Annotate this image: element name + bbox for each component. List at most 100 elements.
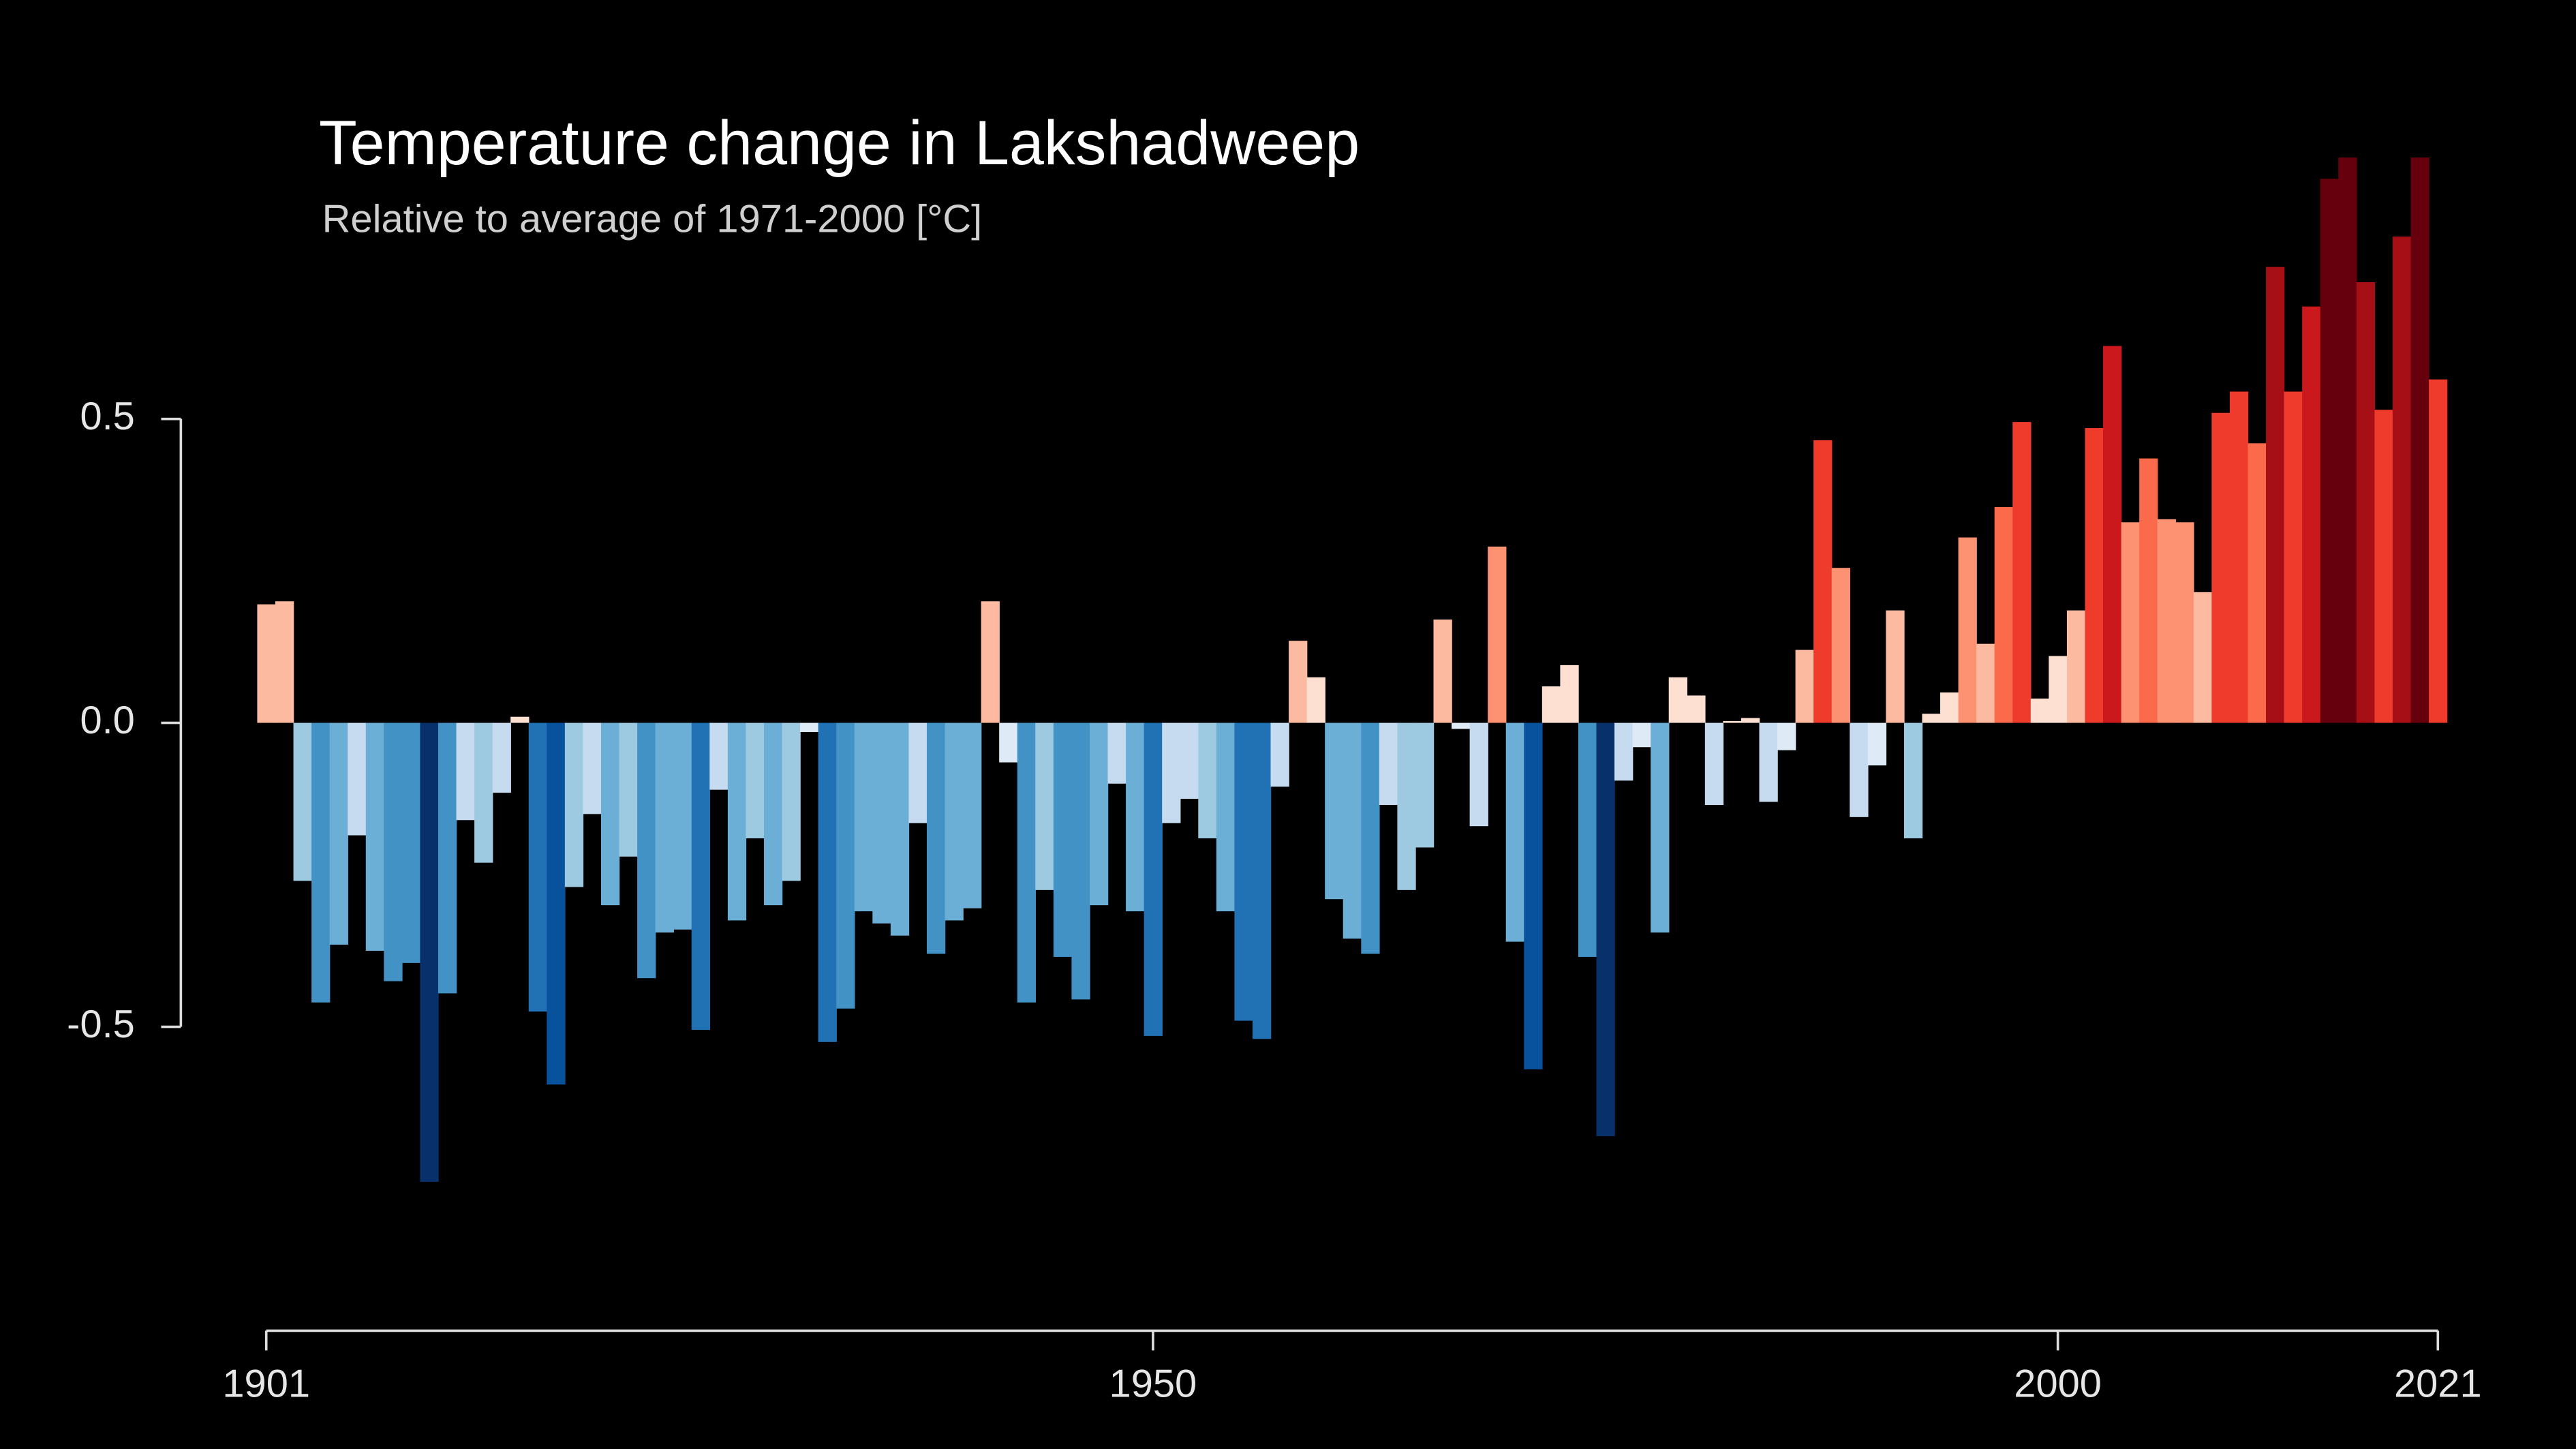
- bar: [2157, 519, 2176, 723]
- bar: [456, 722, 475, 821]
- bar: [746, 722, 765, 839]
- bar: [800, 722, 819, 732]
- bar: [2121, 522, 2140, 723]
- bar: [1433, 619, 1452, 723]
- bar: [981, 601, 1000, 723]
- bar: [2049, 656, 2068, 723]
- bar: [1180, 722, 1199, 799]
- bar: [1270, 722, 1289, 787]
- bar: [311, 722, 331, 1003]
- bar: [763, 722, 783, 906]
- y-tick-label: 0.5: [80, 395, 134, 438]
- bar: [926, 722, 946, 954]
- bar: [1687, 695, 1706, 723]
- bar: [2429, 379, 2448, 723]
- bar: [1560, 665, 1579, 723]
- bar: [1723, 720, 1742, 723]
- bar: [1741, 718, 1760, 723]
- bar: [1759, 722, 1778, 802]
- bar: [1542, 686, 1561, 723]
- bar: [1922, 714, 1941, 723]
- bar: [2338, 157, 2357, 723]
- bar: [1886, 610, 1905, 723]
- bar: [2356, 281, 2376, 723]
- bar: [818, 722, 837, 1042]
- bar: [1704, 722, 1724, 805]
- bar: [2320, 179, 2339, 723]
- bar: [528, 722, 548, 1012]
- bar: [1198, 722, 1217, 839]
- bar: [1162, 722, 1181, 823]
- bar: [1940, 692, 1959, 723]
- bar: [709, 722, 729, 790]
- bar: [1850, 722, 1869, 817]
- bar: [564, 722, 584, 887]
- bar: [1505, 722, 1525, 942]
- bar: [2175, 522, 2194, 723]
- bar: [492, 722, 511, 793]
- bar: [257, 604, 276, 723]
- bar: [438, 722, 457, 994]
- bar: [2229, 391, 2249, 723]
- bar: [945, 722, 964, 921]
- bar: [2302, 306, 2321, 723]
- bar: [2085, 428, 2104, 723]
- bar: [1252, 722, 1272, 1039]
- bar: [836, 722, 855, 1009]
- bar: [1343, 722, 1362, 939]
- bar: [2374, 410, 2393, 723]
- bar: [1903, 722, 1923, 839]
- bar: [963, 722, 982, 909]
- bar: [673, 722, 692, 930]
- bar: [1126, 722, 1145, 912]
- bar: [1017, 722, 1037, 1003]
- bar: [2211, 412, 2230, 723]
- bar: [583, 722, 602, 814]
- bar: [275, 601, 294, 723]
- bar: [1325, 722, 1344, 900]
- y-tick-label: 0.0: [80, 699, 134, 742]
- bar: [890, 722, 910, 936]
- bar: [1289, 641, 1308, 723]
- bar: [1361, 722, 1380, 954]
- bar: [655, 722, 674, 933]
- bar: [1469, 722, 1488, 827]
- bar: [2193, 592, 2213, 723]
- bar: [782, 722, 801, 881]
- bar: [1415, 722, 1435, 848]
- bar: [1614, 722, 1634, 781]
- bar: [348, 722, 367, 836]
- x-tick-label: 2021: [2394, 1362, 2482, 1406]
- bar: [1035, 722, 1054, 890]
- bar: [1651, 722, 1670, 933]
- bar: [908, 722, 927, 823]
- bar: [510, 716, 530, 723]
- bar: [1668, 677, 1687, 723]
- bar: [2248, 443, 2267, 723]
- chart-subtitle: Relative to average of 1971-2000 [°C]: [322, 198, 983, 241]
- bar: [1306, 677, 1325, 723]
- x-tick-label: 2000: [2014, 1362, 2102, 1406]
- bar: [401, 722, 421, 963]
- bar: [1795, 650, 1814, 723]
- bar: [1107, 722, 1126, 784]
- bar: [1578, 722, 1597, 957]
- x-tick-label: 1901: [222, 1362, 310, 1406]
- bar: [293, 722, 312, 881]
- bar: [1397, 722, 1416, 890]
- bar: [1488, 546, 1507, 723]
- bar: [1234, 722, 1253, 1021]
- chart-title: Temperature change in Lakshadweep: [319, 108, 1360, 178]
- bar: [1813, 440, 1833, 723]
- bar: [1089, 722, 1109, 906]
- bar: [474, 722, 493, 863]
- bar: [1379, 722, 1398, 805]
- bar: [384, 722, 403, 981]
- bar: [1053, 722, 1073, 957]
- bar: [1958, 537, 1977, 723]
- bar: [1144, 722, 1163, 1036]
- y-tick-label: -0.5: [67, 1003, 135, 1046]
- bar: [2030, 698, 2050, 723]
- bar: [1976, 643, 1995, 723]
